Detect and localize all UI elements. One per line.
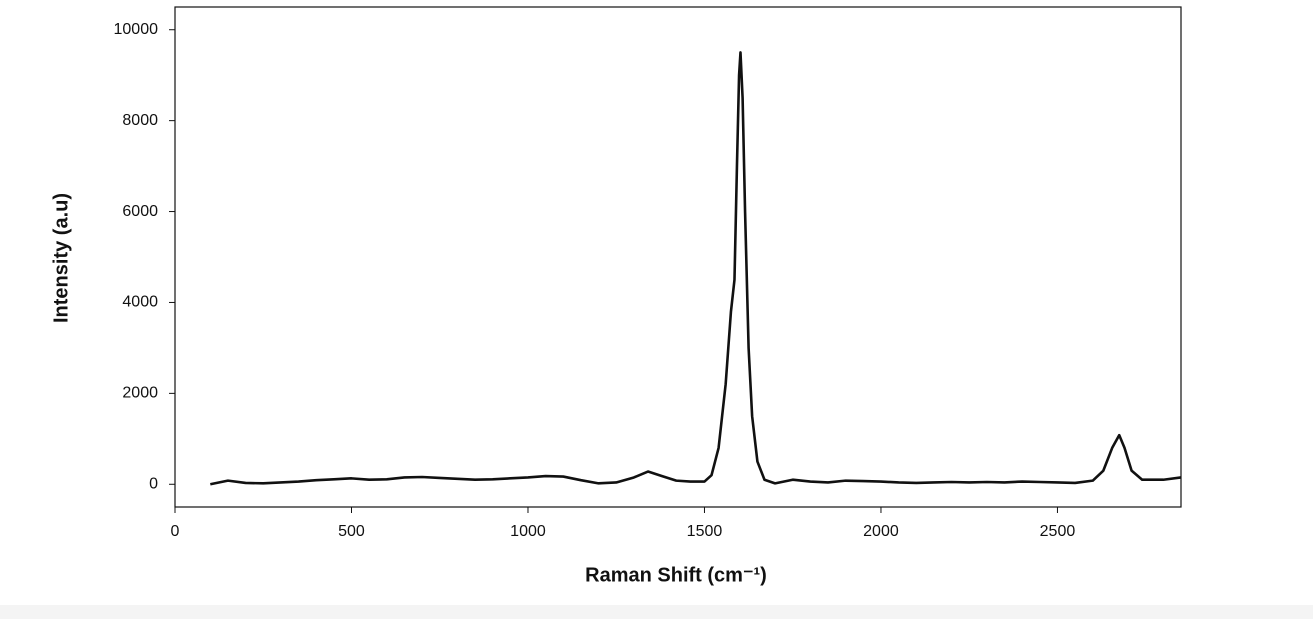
x-tick-label: 1000 (510, 523, 546, 540)
y-tick-label: 8000 (122, 112, 158, 129)
spectrum-line (210, 51, 1182, 486)
footer-band (0, 605, 1313, 619)
y-tick-label: 4000 (122, 294, 158, 311)
x-tick-label: 2000 (863, 523, 899, 540)
y-axis-title: Intensity (a.u) (50, 193, 72, 323)
x-axis-title: Raman Shift (cm⁻¹) (585, 564, 767, 586)
x-tick-label: 2500 (1040, 523, 1076, 540)
plot-frame (174, 6, 1182, 508)
y-tick-label: 6000 (122, 203, 158, 220)
x-tick-label: 500 (338, 523, 365, 540)
x-tick-label: 0 (171, 523, 180, 540)
y-tick-label: 10000 (114, 21, 159, 38)
y-tick-label: 0 (149, 475, 158, 492)
x-tick-label: 1500 (687, 523, 723, 540)
y-tick-label: 2000 (122, 385, 158, 402)
